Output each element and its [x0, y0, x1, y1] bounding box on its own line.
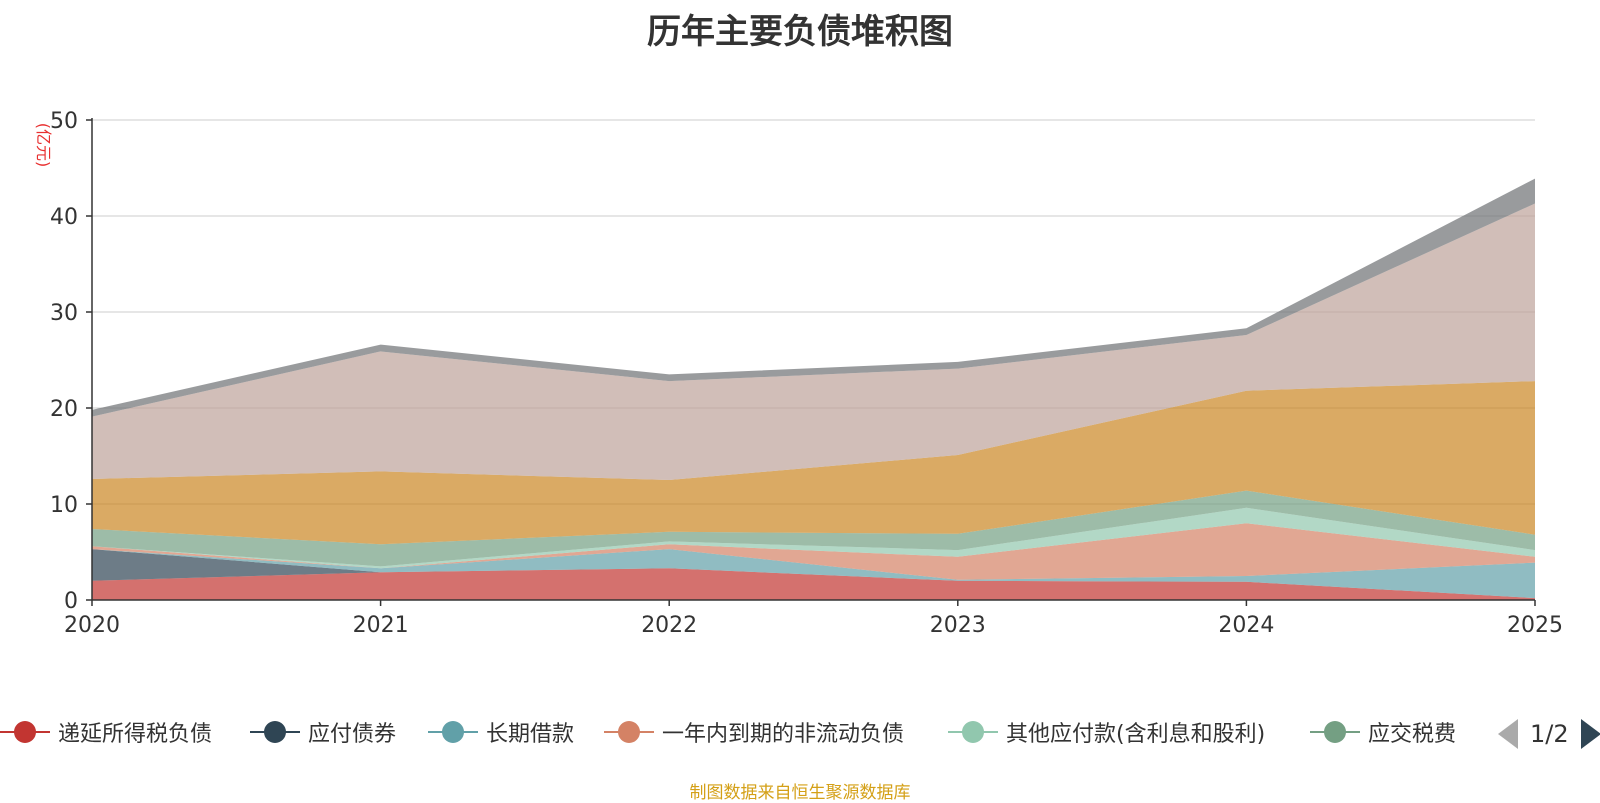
- legend-item[interactable]: 应交税费: [1310, 712, 1456, 752]
- axes: 0 10 20 30 40 50 2020 2021 2022 2023 2024 2025: [50, 109, 1563, 638]
- x-tick-label: 2022: [641, 613, 697, 638]
- legend-item[interactable]: 一年内到期的非流动负债: [604, 712, 904, 752]
- y-tick-label: 40: [50, 205, 78, 230]
- area-series: [92, 178, 1535, 600]
- legend-item[interactable]: 应付债券: [250, 712, 396, 752]
- data-source-note: 制图数据来自恒生聚源数据库: [689, 783, 911, 803]
- stacked-area-chart: 0 10 20 30 40 50 2020 2021 2022 2023 2024 2025 (亿元): [34, 109, 1563, 638]
- legend-marker-icon: [0, 712, 50, 752]
- y-tick-label: 10: [50, 493, 78, 518]
- legend-label: 应交税费: [1368, 722, 1457, 747]
- area-短期借款: [92, 203, 1535, 480]
- legend-label: 应付债券: [308, 722, 397, 747]
- legend-marker-icon: [604, 712, 654, 752]
- y-tick-label: 0: [64, 589, 78, 614]
- legend-item[interactable]: 递延所得税负债: [0, 712, 212, 752]
- area-合同负债: [92, 178, 1535, 417]
- x-tick-label: 2025: [1507, 613, 1563, 638]
- triangle-left-icon[interactable]: [1498, 719, 1518, 749]
- y-axis-unit-label: (亿元): [34, 123, 53, 168]
- area-应交税费: [92, 490, 1535, 567]
- chart-title: 历年主要负债堆积图: [647, 12, 953, 52]
- area-其他应付款(含利息和股利): [92, 507, 1535, 569]
- legend-label: 其他应付款(含利息和股利): [1006, 722, 1266, 747]
- legend-marker-icon: [428, 712, 478, 752]
- legend-marker-icon: [250, 712, 300, 752]
- legend-item[interactable]: 长期借款: [428, 712, 574, 752]
- legend-page-indicator: 1/2: [1530, 720, 1569, 748]
- legend-label: 长期借款: [486, 722, 575, 747]
- area-递延所得税负债: [92, 568, 1535, 600]
- area-长期借款: [92, 549, 1535, 599]
- legend-pager: 1/2: [1498, 716, 1600, 752]
- legend: 递延所得税负债 应付债券 长期借款 一年内到期的非流动负债 其他应付款(含利息和股利) 应…: [0, 712, 1600, 752]
- legend-label: 递延所得税负债: [58, 722, 213, 747]
- x-tick-label: 2024: [1218, 613, 1274, 638]
- y-tick-label: 50: [50, 109, 78, 134]
- y-tick-label: 30: [50, 301, 78, 326]
- legend-label: 一年内到期的非流动负债: [662, 722, 905, 747]
- legend-marker-icon: [1310, 712, 1360, 752]
- area-一年内到期的非流动负债: [92, 523, 1535, 580]
- x-tick-label: 2020: [64, 613, 120, 638]
- x-tick-label: 2023: [930, 613, 986, 638]
- area-应付账款: [92, 381, 1535, 545]
- legend-marker-icon: [948, 712, 998, 752]
- legend-item[interactable]: 其他应付款(含利息和股利): [948, 712, 1265, 752]
- y-tick-label: 20: [50, 397, 78, 422]
- triangle-right-icon[interactable]: [1580, 719, 1600, 749]
- x-tick-label: 2021: [353, 613, 409, 638]
